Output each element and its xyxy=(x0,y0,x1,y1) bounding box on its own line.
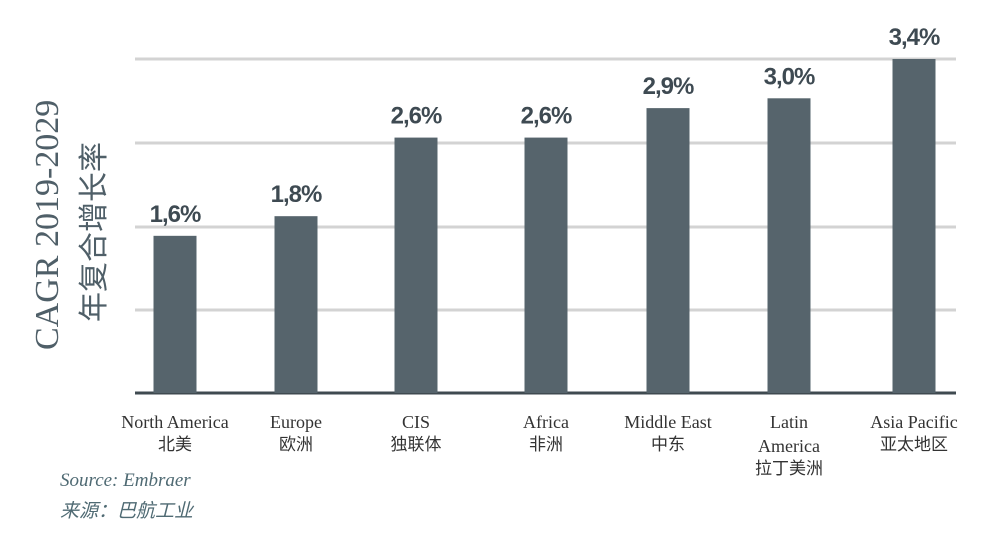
category-label-zh: 独联体 xyxy=(391,435,442,455)
bar xyxy=(767,98,811,393)
bar xyxy=(153,235,197,393)
category-label-zh: 北美 xyxy=(158,435,192,455)
data-label: 2,6% xyxy=(521,103,572,130)
y-axis-label-zh: 年复合增长率 xyxy=(77,142,112,322)
source-zh: 来源：巴航工业 xyxy=(60,500,194,522)
data-label: 1,8% xyxy=(271,181,322,208)
data-label: 1,6% xyxy=(150,201,201,228)
category-label: Latin xyxy=(770,412,808,432)
category-label: Asia Pacific xyxy=(870,412,957,432)
category-label-zh: 欧洲 xyxy=(279,435,313,455)
category-label-zh: 亚太地区 xyxy=(880,435,948,455)
data-label: 3,4% xyxy=(889,24,940,51)
bar xyxy=(274,216,318,393)
category-label: Africa xyxy=(523,412,569,432)
category-label-zh: 中东 xyxy=(651,435,685,455)
bar xyxy=(646,108,690,393)
category-label: Europe xyxy=(270,412,322,432)
bar xyxy=(524,137,568,393)
category-label-zh: 拉丁美洲 xyxy=(755,459,823,479)
category-label: Middle East xyxy=(624,412,712,432)
category-label: North America xyxy=(121,412,228,432)
category-label-zh: 非洲 xyxy=(529,435,563,455)
source-en: Source: Embraer xyxy=(60,470,191,491)
y-axis-label: CAGR 2019-2029 xyxy=(29,100,66,350)
data-label: 3,0% xyxy=(764,63,815,90)
category-label: America xyxy=(758,436,820,456)
bar xyxy=(394,137,438,393)
data-label: 2,9% xyxy=(643,73,694,100)
bar xyxy=(892,59,936,393)
data-label: 2,6% xyxy=(391,103,442,130)
category-label: CIS xyxy=(402,412,430,432)
